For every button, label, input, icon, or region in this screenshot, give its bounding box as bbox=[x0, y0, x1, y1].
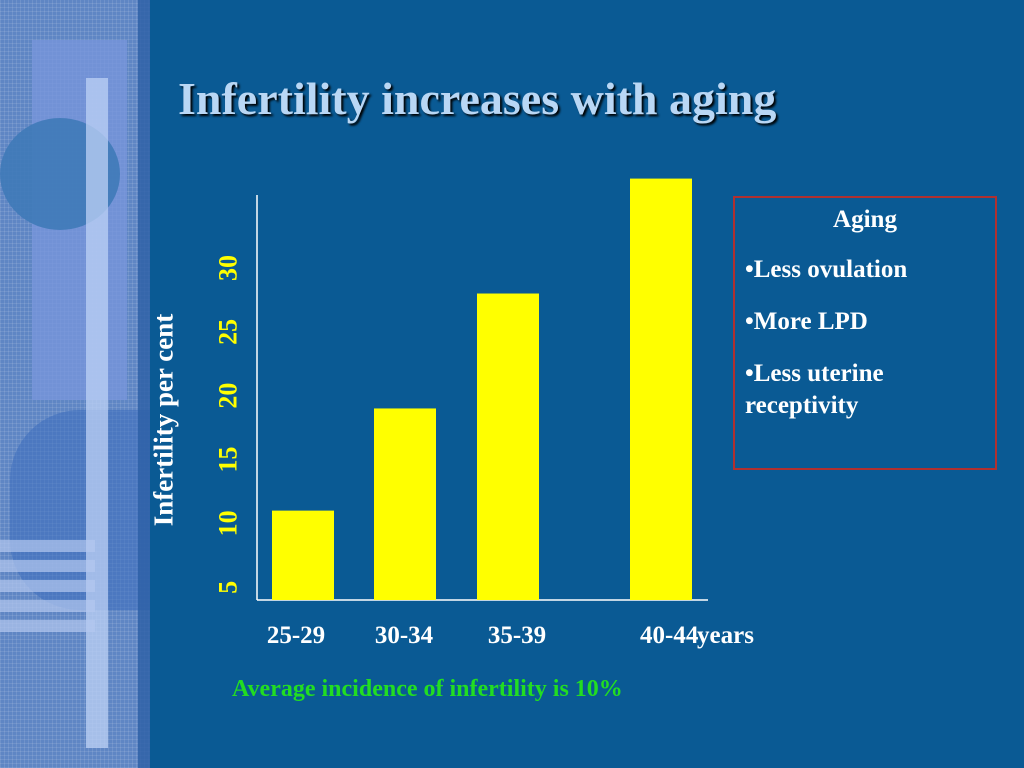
y-tick-label: 20 bbox=[214, 383, 243, 409]
bar-35-39 bbox=[477, 293, 539, 600]
y-tick-label: 15 bbox=[214, 447, 243, 473]
bar-30-34 bbox=[374, 408, 436, 600]
slide-title: Infertility increases with aging bbox=[178, 73, 777, 124]
y-tick-label: 5 bbox=[214, 581, 243, 594]
x-category-label: 25-29 bbox=[267, 622, 325, 649]
info-box-item: •Less ovulation bbox=[745, 256, 908, 283]
x-unit-label: years bbox=[697, 622, 754, 649]
info-box-heading: Aging bbox=[833, 206, 897, 233]
y-tick-label: 25 bbox=[214, 319, 243, 345]
info-box-item: •More LPD bbox=[745, 308, 868, 335]
bar-25-29 bbox=[272, 510, 334, 600]
bar-40-44 bbox=[630, 178, 692, 600]
decorative-side-strip bbox=[0, 0, 150, 768]
y-tick-label: 30 bbox=[214, 255, 243, 281]
info-box: Aging •Less ovulation •More LPD •Less ut… bbox=[733, 196, 997, 470]
x-category-label: 35-39 bbox=[488, 622, 546, 649]
x-category-label: 30-34 bbox=[375, 622, 434, 649]
footnote-text: Average incidence of infertility is 10% bbox=[232, 676, 623, 702]
y-tick-label: 10 bbox=[214, 510, 243, 536]
info-box-item: •Less uterine receptivity bbox=[745, 360, 884, 419]
x-category-label: 40-44 bbox=[640, 622, 699, 649]
y-axis-label: Infertility per cent bbox=[148, 313, 179, 527]
